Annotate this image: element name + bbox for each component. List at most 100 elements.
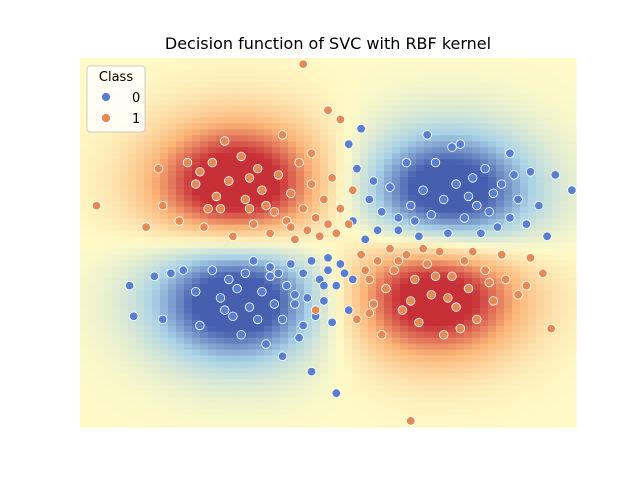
heatmap-cell — [208, 111, 217, 119]
heatmap-cell — [296, 397, 305, 404]
heatmap-cell — [352, 403, 361, 410]
heatmap-cell — [224, 367, 233, 375]
heatmap-cell — [216, 177, 225, 184]
heatmap-cell — [568, 349, 577, 357]
heatmap-cell — [200, 182, 209, 190]
heatmap-cell — [408, 325, 417, 333]
heatmap-cell — [240, 87, 249, 95]
heatmap-cell — [312, 69, 321, 77]
heatmap-cell — [224, 218, 233, 226]
heatmap-cell — [368, 325, 377, 333]
heatmap-cell — [544, 206, 553, 214]
heatmap-cell — [480, 123, 489, 131]
heatmap-cell — [328, 111, 337, 119]
heatmap-cell — [304, 69, 313, 77]
point-class-1 — [372, 256, 383, 266]
point-class-0 — [236, 330, 246, 340]
heatmap-cell — [568, 337, 577, 345]
heatmap-cell — [488, 165, 497, 172]
heatmap-cell — [552, 236, 561, 244]
heatmap-cell — [280, 337, 289, 345]
heatmap-cell — [376, 349, 385, 357]
heatmap-cell — [360, 260, 369, 267]
heatmap-cell — [368, 373, 377, 380]
heatmap-cell — [480, 135, 489, 142]
heatmap-cell — [456, 135, 465, 142]
heatmap-cell — [320, 403, 329, 410]
point-class-1 — [360, 265, 370, 275]
heatmap-cell — [424, 397, 433, 404]
heatmap-cell — [528, 105, 537, 113]
heatmap-cell — [400, 242, 409, 250]
heatmap-cell — [336, 254, 345, 261]
heatmap-cell — [480, 290, 489, 297]
point-class-1 — [348, 185, 358, 195]
heatmap-cell — [352, 355, 361, 363]
heatmap-cell — [296, 188, 305, 196]
heatmap-cell — [488, 58, 497, 65]
heatmap-cell — [408, 373, 417, 380]
heatmap-cell — [400, 319, 409, 327]
heatmap-cell — [520, 171, 529, 178]
heatmap-cell — [352, 254, 361, 261]
point-class-0 — [327, 317, 337, 328]
heatmap-cell — [168, 206, 177, 214]
heatmap-cell — [272, 182, 281, 190]
point-class-1 — [377, 330, 387, 340]
heatmap-cell — [504, 230, 513, 238]
heatmap-cell — [280, 153, 289, 160]
heatmap-cell — [520, 397, 529, 404]
heatmap-cell — [312, 188, 321, 196]
heatmap-cell — [168, 111, 177, 119]
heatmap-cell — [312, 129, 321, 136]
heatmap-cell — [408, 141, 417, 148]
heatmap-cell — [272, 58, 281, 65]
heatmap-cell — [416, 212, 425, 220]
heatmap-cell — [96, 331, 105, 339]
heatmap-cell — [560, 284, 569, 291]
heatmap-cell — [472, 129, 481, 136]
heatmap-cell — [488, 87, 497, 95]
heatmap-cell — [264, 415, 273, 422]
heatmap-cell — [152, 373, 161, 380]
point-class-1 — [182, 157, 193, 168]
heatmap-cell — [272, 117, 281, 125]
heatmap-cell — [232, 367, 241, 375]
heatmap-cell — [520, 296, 529, 303]
heatmap-cell — [224, 153, 233, 160]
heatmap-cell — [416, 397, 425, 404]
heatmap-cell — [400, 325, 409, 333]
heatmap-cell — [216, 147, 225, 154]
heatmap-cell — [472, 397, 481, 404]
heatmap-cell — [440, 81, 449, 89]
heatmap-cell — [128, 385, 137, 392]
heatmap-cell — [552, 153, 561, 160]
heatmap-cell — [264, 188, 273, 196]
heatmap-cell — [544, 147, 553, 154]
point-class-0 — [323, 253, 333, 263]
heatmap-cell — [424, 343, 433, 351]
heatmap-cell — [216, 373, 225, 380]
heatmap-cell — [152, 361, 161, 369]
heatmap-cell — [280, 391, 289, 398]
heatmap-cell — [424, 349, 433, 357]
heatmap-cell — [96, 379, 105, 386]
heatmap-cell — [440, 177, 449, 184]
heatmap-cell — [328, 117, 337, 125]
heatmap-cell — [472, 141, 481, 148]
heatmap-cell — [272, 355, 281, 363]
heatmap-cell — [136, 188, 145, 196]
heatmap-cell — [304, 141, 313, 148]
heatmap-cell — [184, 278, 193, 285]
heatmap-cell — [456, 58, 465, 65]
heatmap-cell — [128, 331, 137, 339]
heatmap-cell — [520, 230, 529, 238]
heatmap-cell — [208, 129, 217, 136]
heatmap-cell — [288, 194, 297, 202]
heatmap-cell — [544, 218, 553, 226]
heatmap-cell — [88, 343, 97, 351]
heatmap-cell — [344, 123, 353, 131]
heatmap-cell — [488, 171, 497, 178]
heatmap-cell — [512, 373, 521, 380]
heatmap-cell — [96, 242, 105, 250]
